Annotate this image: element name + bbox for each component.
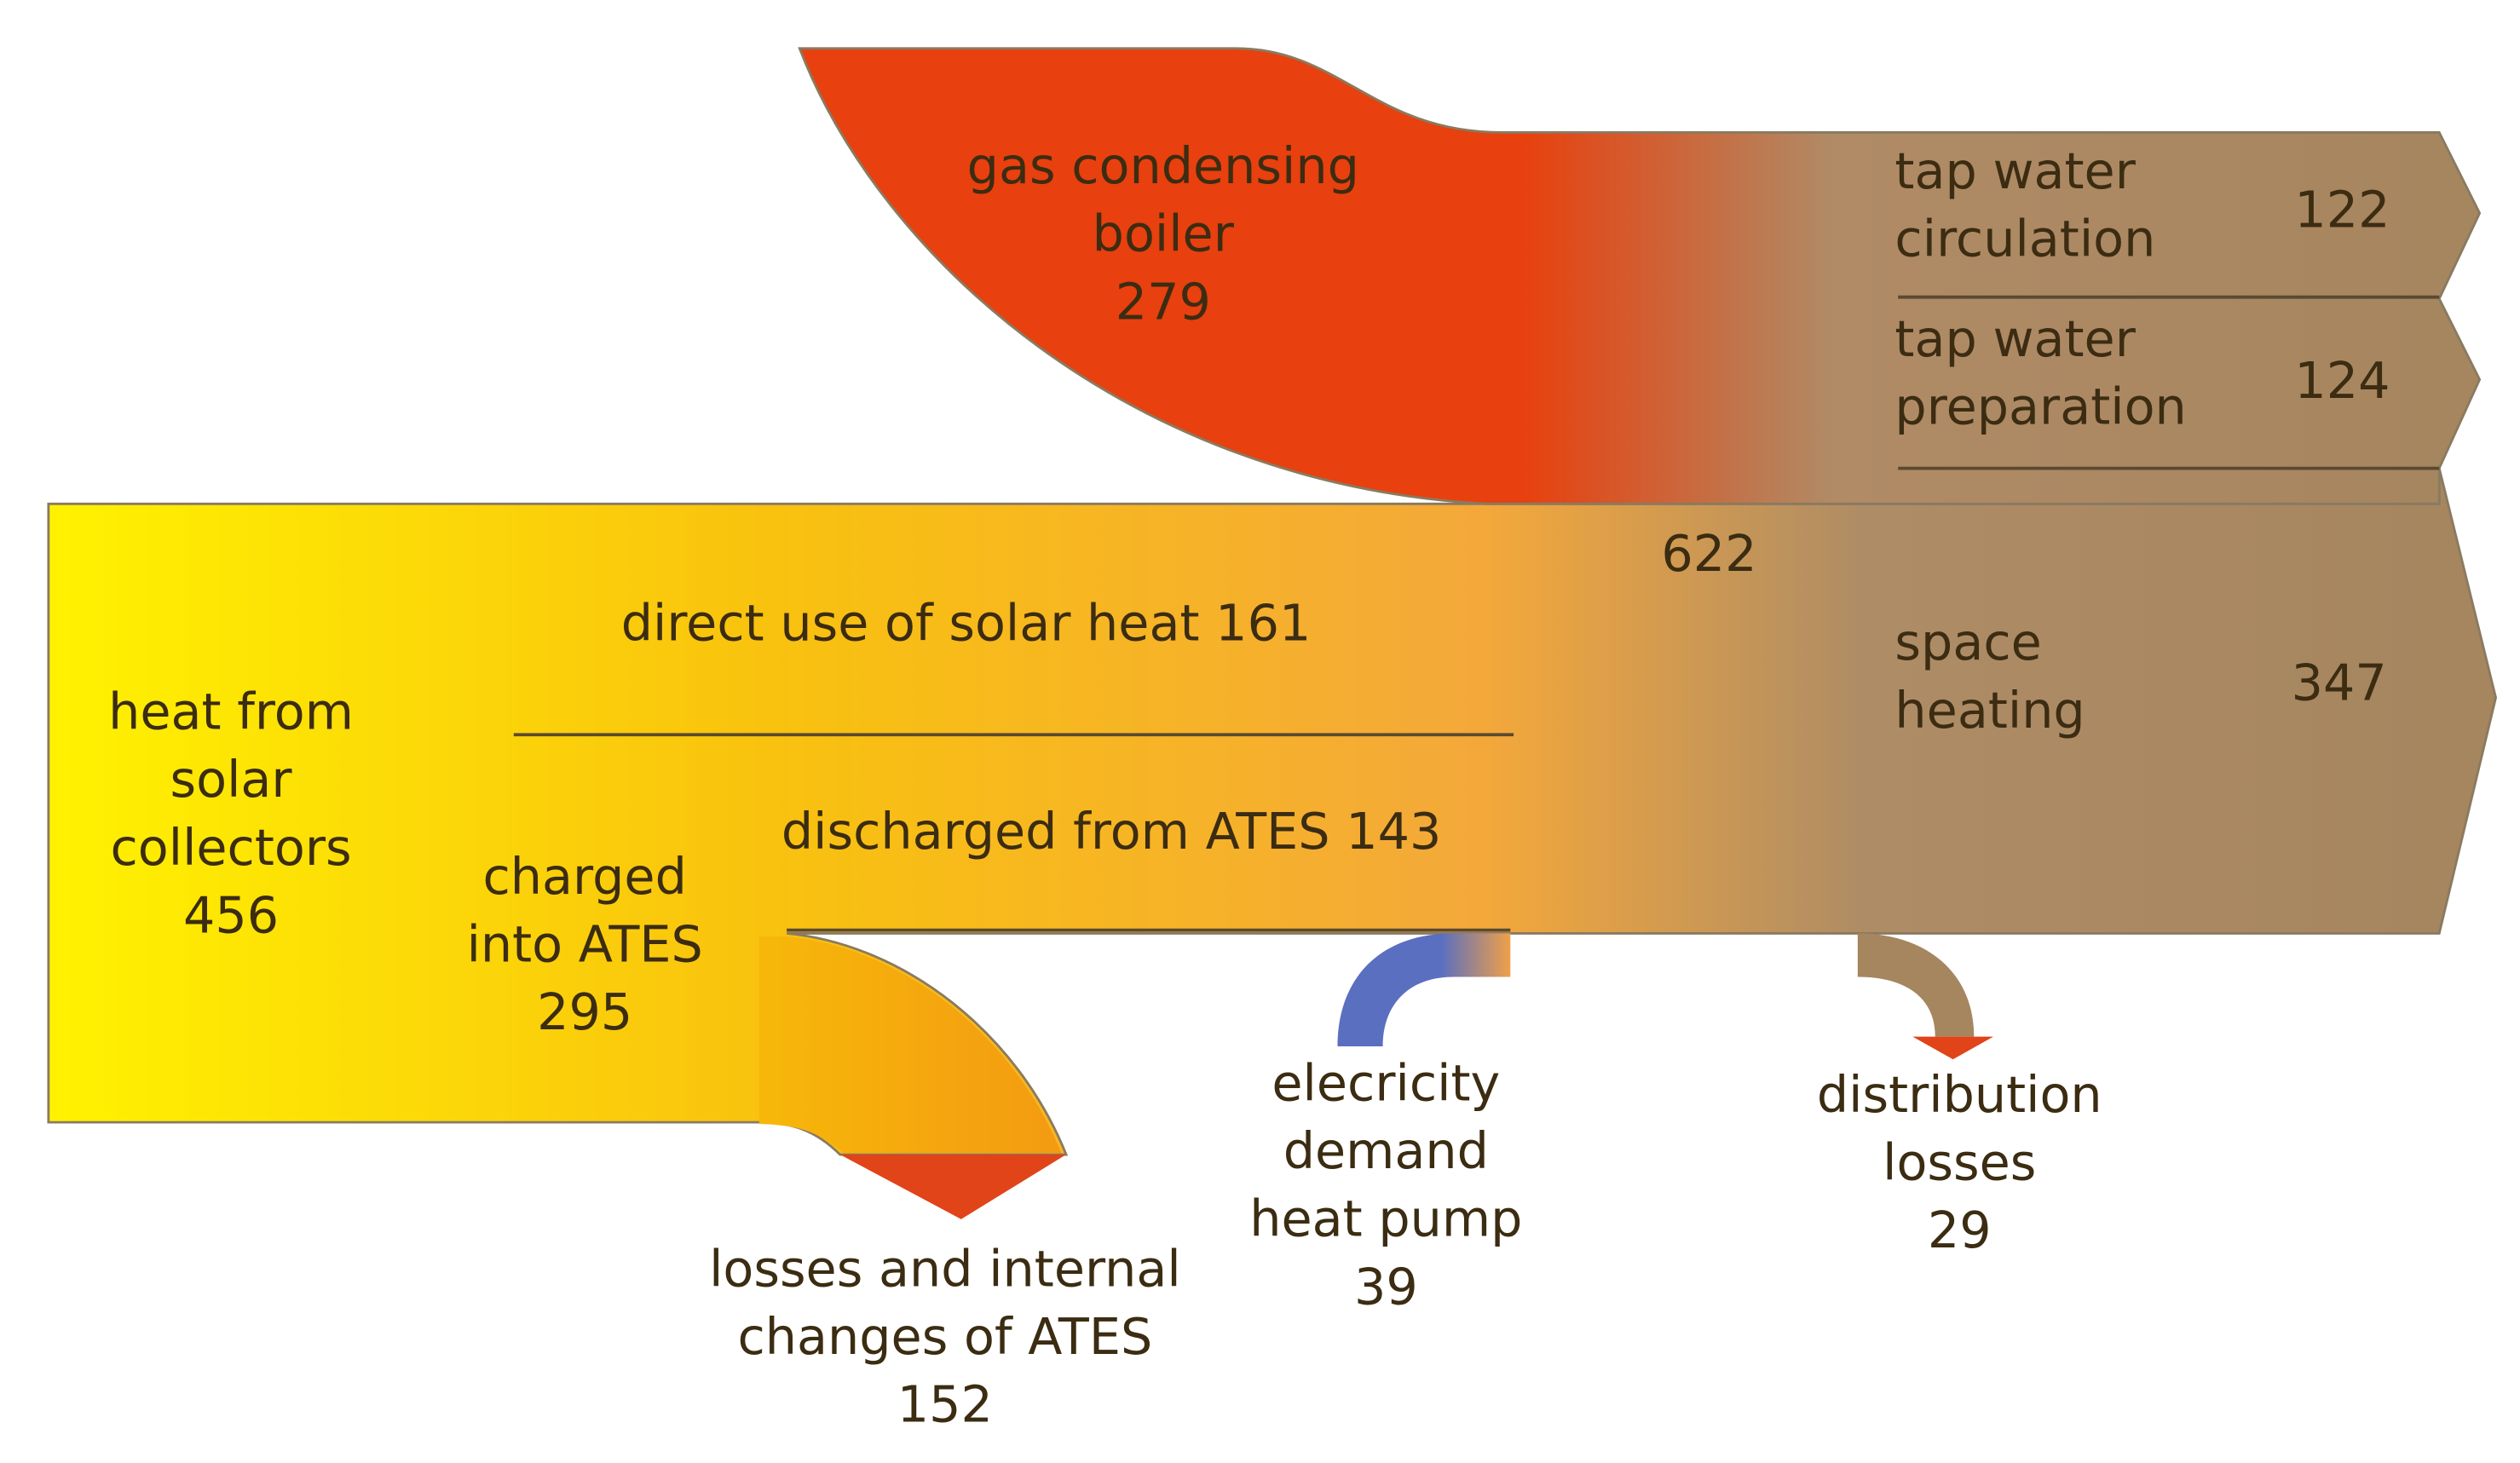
label-line: elecricity — [1272, 1054, 1500, 1113]
label-line: tap water — [1894, 309, 2136, 368]
flow-value: 29 — [1928, 1201, 1992, 1259]
flow-value: 143 — [1346, 802, 1441, 861]
label-line: discharged from ATES — [781, 802, 1330, 861]
flow-value: 124 — [2294, 351, 2390, 410]
label-line: direct use of solar heat — [621, 593, 1200, 652]
flow-value: 122 — [2294, 180, 2390, 239]
flow-label: direct use of solar heat 161 — [621, 593, 1312, 652]
flow-value: 295 — [537, 982, 632, 1041]
label-line: demand — [1283, 1121, 1489, 1180]
losses-branch — [758, 936, 1062, 1154]
distribution-band — [1857, 933, 1975, 1037]
flow-value: 152 — [897, 1375, 993, 1434]
flow-label: discharged from ATES 143 — [781, 802, 1442, 861]
flow-value: 279 — [1116, 272, 1211, 331]
electricity-band — [1337, 933, 1511, 1047]
label-line: distribution — [1817, 1065, 2102, 1124]
label-line: heating — [1894, 681, 2085, 740]
label-line: space — [1894, 613, 2041, 671]
distribution-arrow — [1912, 1036, 1994, 1060]
label-line: heat pump — [1249, 1189, 1522, 1248]
label-line: into ATES — [467, 915, 703, 974]
label-line: tap water — [1894, 141, 2136, 200]
gas-band — [798, 47, 2482, 505]
label-line: boiler — [1093, 204, 1235, 263]
label-line: charged — [482, 847, 686, 906]
flow-value: 161 — [1215, 593, 1311, 652]
label-line: gas condensing — [967, 136, 1359, 195]
label-line: heat from — [108, 683, 354, 741]
flow-value: 347 — [2292, 654, 2387, 712]
label-line: losses and internal — [709, 1239, 1181, 1298]
label-line: losses — [1883, 1132, 2036, 1191]
flow-value: 39 — [1354, 1257, 1418, 1316]
label-line: collectors — [110, 818, 351, 877]
label-line: changes of ATES — [737, 1307, 1152, 1366]
losses-arrow — [839, 1155, 1067, 1219]
label-line: preparation — [1894, 377, 2186, 435]
label-line: solar — [170, 750, 293, 809]
flow-value: 622 — [1661, 524, 1756, 583]
label-line: circulation — [1894, 209, 2155, 268]
flow-value: 456 — [183, 885, 279, 944]
